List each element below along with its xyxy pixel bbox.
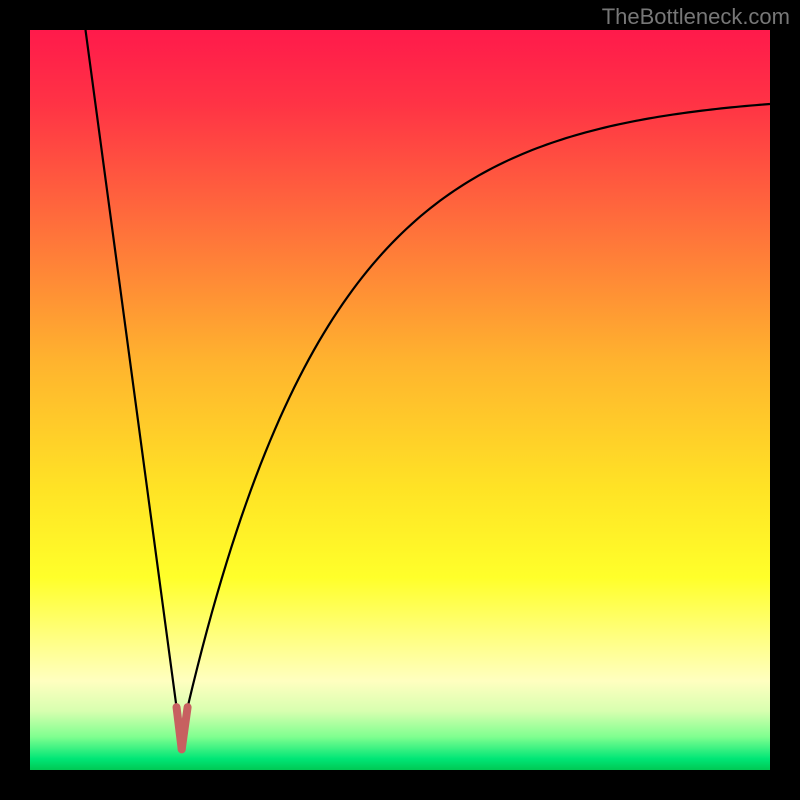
plot-background — [30, 30, 770, 770]
bottleneck-chart — [30, 30, 770, 770]
watermark-text: TheBottleneck.com — [602, 4, 790, 30]
chart-container: TheBottleneck.com — [0, 0, 800, 800]
